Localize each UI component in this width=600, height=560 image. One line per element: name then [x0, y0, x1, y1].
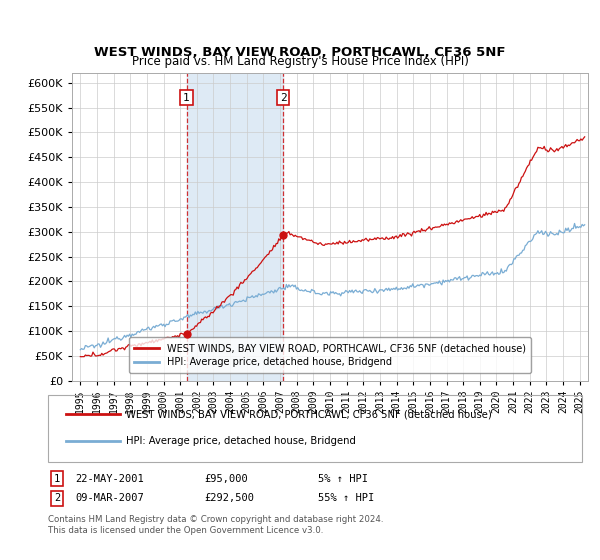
Text: 2: 2	[54, 493, 60, 503]
Text: This data is licensed under the Open Government Licence v3.0.: This data is licensed under the Open Gov…	[48, 526, 323, 535]
Text: WEST WINDS, BAY VIEW ROAD, PORTHCAWL, CF36 5NF: WEST WINDS, BAY VIEW ROAD, PORTHCAWL, CF…	[94, 46, 506, 59]
Bar	[187, 73, 283, 381]
Legend: WEST WINDS, BAY VIEW ROAD, PORTHCAWL, CF36 5NF (detached house), HPI: Average pr: WEST WINDS, BAY VIEW ROAD, PORTHCAWL, CF…	[128, 337, 532, 373]
Text: 09-MAR-2007: 09-MAR-2007	[75, 493, 144, 503]
Text: 22-MAY-2001: 22-MAY-2001	[75, 474, 144, 484]
Text: Price paid vs. HM Land Registry's House Price Index (HPI): Price paid vs. HM Land Registry's House …	[131, 55, 469, 68]
Text: £95,000: £95,000	[204, 474, 248, 484]
Text: 1: 1	[183, 92, 190, 102]
Text: 55% ↑ HPI: 55% ↑ HPI	[318, 493, 374, 503]
Text: £292,500: £292,500	[204, 493, 254, 503]
Text: 1: 1	[54, 474, 60, 484]
Text: WEST WINDS, BAY VIEW ROAD, PORTHCAWL, CF36 5NF (detached house): WEST WINDS, BAY VIEW ROAD, PORTHCAWL, CF…	[126, 409, 492, 419]
Text: HPI: Average price, detached house, Bridgend: HPI: Average price, detached house, Brid…	[126, 436, 356, 446]
Text: 2: 2	[280, 92, 287, 102]
Text: Contains HM Land Registry data © Crown copyright and database right 2024.: Contains HM Land Registry data © Crown c…	[48, 515, 383, 524]
Text: 5% ↑ HPI: 5% ↑ HPI	[318, 474, 368, 484]
